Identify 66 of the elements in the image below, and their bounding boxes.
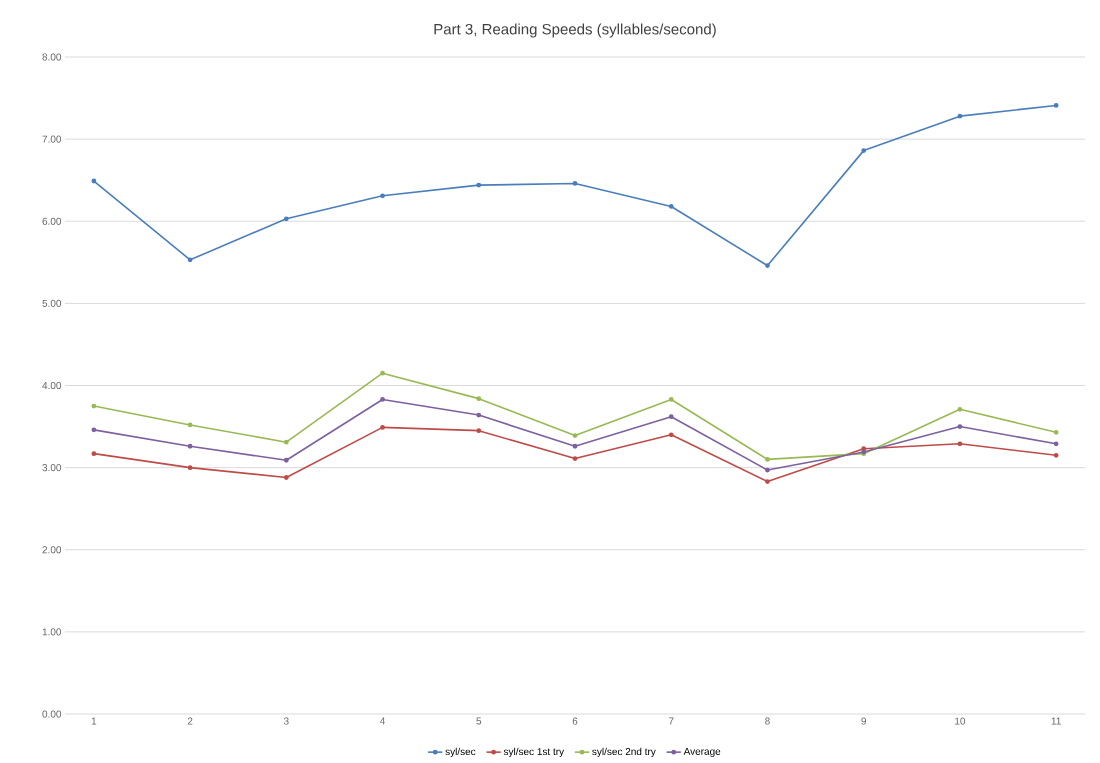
point: [187, 465, 193, 471]
y-tick-label: 1.00: [42, 628, 62, 636]
point: [187, 257, 193, 263]
y-tick-label: 7.00: [42, 135, 62, 143]
point: [668, 414, 674, 420]
point: [572, 181, 578, 186]
point: [861, 148, 867, 154]
x-tick-label: 3: [283, 717, 289, 725]
point: [91, 427, 97, 433]
point: [91, 451, 97, 457]
point: [380, 370, 385, 376]
x-tick-label: 2: [187, 717, 193, 725]
point: [957, 406, 963, 412]
x-tick-label: 1: [91, 717, 97, 725]
x-tick-label: 10: [955, 717, 966, 725]
point: [476, 428, 482, 434]
x-tick-label: 9: [861, 717, 867, 725]
point: [765, 457, 770, 462]
x-tick-label: 5: [476, 717, 482, 725]
point: [765, 467, 770, 473]
y-tick-label: 2.00: [42, 546, 62, 554]
point: [765, 263, 770, 268]
point: [1053, 103, 1059, 108]
point: [1053, 429, 1059, 435]
y-tick-label: 6.00: [42, 217, 62, 225]
point: [476, 396, 482, 402]
x-tick-label: 7: [668, 717, 674, 725]
point: [91, 178, 97, 184]
legend-label: Average: [683, 747, 721, 757]
point: [1053, 441, 1059, 447]
point: [380, 193, 385, 199]
point: [572, 433, 578, 438]
chart-title: Part 3, Reading Speeds (syllables/second): [434, 23, 716, 38]
point: [380, 424, 385, 430]
x-tick-label: 8: [765, 717, 770, 725]
point: [283, 439, 289, 445]
point: [668, 397, 674, 402]
y-tick-label: 5.00: [42, 299, 62, 307]
point: [283, 216, 289, 222]
legend-label: syl/sec 2nd try: [592, 747, 656, 758]
point: [957, 441, 963, 447]
point: [476, 412, 482, 418]
point: [668, 204, 674, 209]
point: [1053, 452, 1059, 458]
x-tick-label: 4: [380, 717, 386, 725]
legend-label: syl/sec: [445, 747, 476, 758]
point: [668, 432, 674, 438]
point: [283, 475, 289, 480]
point: [957, 424, 963, 429]
point: [765, 479, 770, 484]
y-tick-label: 3.00: [42, 464, 62, 472]
y-tick-label: 4.00: [42, 381, 62, 390]
point: [91, 403, 97, 409]
point: [572, 443, 578, 449]
point: [187, 422, 193, 428]
point: [380, 397, 385, 402]
x-tick-label: 6: [572, 717, 578, 725]
point: [476, 182, 482, 188]
point: [572, 456, 578, 461]
x-tick-label: 11: [1051, 717, 1061, 725]
point: [283, 457, 289, 463]
legend-label: syl/sec 1st try: [503, 747, 565, 758]
point: [957, 113, 963, 119]
y-tick-label: 8.00: [42, 53, 62, 61]
point: [187, 443, 193, 449]
y-tick-label: 0.00: [42, 710, 62, 718]
